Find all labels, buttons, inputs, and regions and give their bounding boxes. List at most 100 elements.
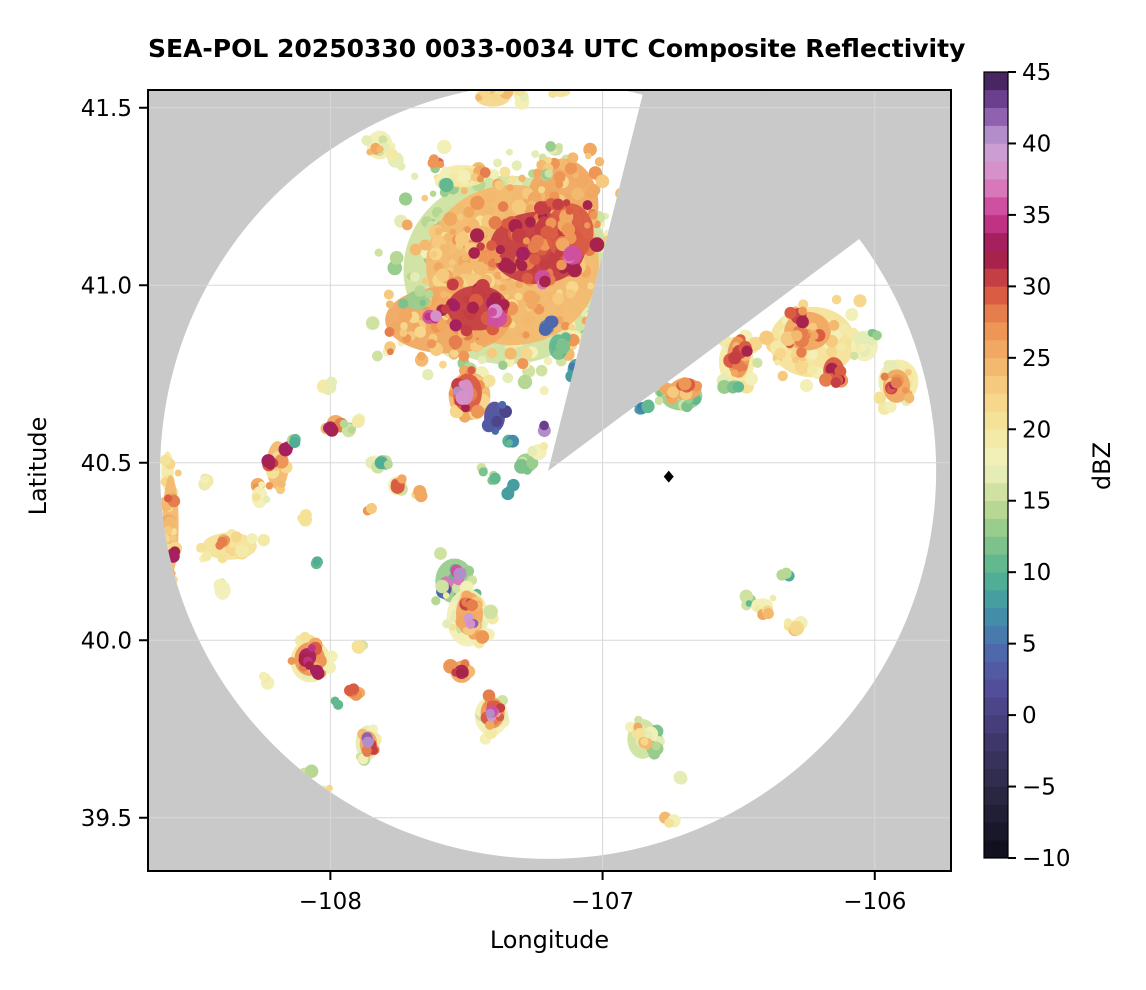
storm-cell [485,705,500,722]
colorbar-tick-label: 35 [1022,203,1051,229]
storm-cell [160,494,181,512]
plot-border [147,89,952,872]
storm-cell [514,453,539,475]
storm-cell [846,327,878,362]
colorbar-tick-label: 15 [1022,489,1051,515]
storm-cell [476,462,488,477]
storm-cell [739,589,757,611]
colorbar-band [984,178,1008,198]
storm-cell [385,148,406,171]
colorbar-band [984,750,1008,769]
colorbar-band [984,89,1008,109]
colorbar-tick-label: 30 [1022,274,1051,300]
x-axis-label: Longitude [489,926,610,954]
storm-cell [298,644,317,667]
missing-sector-wedge [548,90,917,471]
storm-cell [459,597,478,612]
colorbar-band [984,339,1008,359]
colorbar-tick-label: 10 [1022,560,1051,586]
storm-cell [344,683,360,697]
storm-cell [316,376,338,396]
storm-cell [451,664,469,679]
storm-cell [323,421,339,437]
colorbar-band [984,804,1008,823]
colorbar-band [984,143,1008,162]
colorbar-band [984,214,1008,234]
storm-cell [513,90,530,110]
colorbar-band [984,536,1008,555]
storm-cell [538,315,559,336]
colorbar-band [984,786,1008,805]
storm-cell [545,141,563,156]
storm-cell [501,478,520,501]
storm-cell [487,470,501,485]
storm-cell [784,306,809,329]
y-axis-label: Latitude [24,416,52,516]
colorbar-tick-label: −5 [1022,775,1056,801]
storm-cell [676,377,696,393]
storm-cell [540,168,553,181]
storm-cell [390,474,407,494]
x-tick-label: −108 [299,889,362,915]
colorbar-band [984,661,1008,680]
storm-cell [638,736,654,750]
storm-cell [330,696,344,710]
colorbar-label: dBZ [1088,441,1116,491]
colorbar-tick-label: 40 [1022,131,1051,157]
colorbar-band [984,589,1008,609]
storm-cell [486,303,508,328]
colorbar-band [984,393,1008,412]
storm-cell [198,473,214,491]
plot-title: SEA-POL 20250330 0033-0034 UTC Composite… [148,34,966,63]
colorbar-band [984,518,1008,537]
storm-cell [366,142,384,156]
colorbar-band [984,71,1008,91]
colorbar-band [984,268,1008,287]
storm-cell [310,556,323,570]
colorbar-band [984,625,1008,644]
storm-cell [453,567,467,586]
storm-cell [885,376,903,395]
storm-cell [481,400,512,435]
colorbar-band [984,643,1008,662]
y-tick-label: 40.5 [81,451,132,477]
storm-cell [258,671,275,690]
colorbar-tick-label: 45 [1022,60,1051,86]
y-tick-label: 41.0 [81,273,132,299]
colorbar-band [984,696,1008,716]
storm-cell [261,454,279,472]
colorbar-band [984,428,1008,448]
colorbar-band [984,500,1008,519]
storm-cell [641,399,655,414]
colorbar-tick-label: −10 [1022,846,1071,872]
storm-cell [438,177,454,193]
storm-cell [563,245,583,265]
site-marker-diamond [663,470,674,483]
storm-cell [548,90,571,99]
colorbar-band [984,357,1008,376]
storm-cell [215,534,231,550]
colorbar-outline [983,71,1009,859]
storm-cell [287,433,301,449]
colorbar-band [984,196,1008,216]
storm-cell [251,481,271,509]
storm-cell [213,578,231,600]
storm-cell [659,811,681,828]
colorbar-band [984,232,1008,251]
y-tick-label: 40.0 [81,628,132,654]
storm-cell [361,732,375,748]
storm-cell [673,770,688,785]
y-tick-label: 39.5 [81,806,132,832]
axis-ticks [139,106,876,880]
storm-cell [470,165,491,183]
colorbar-band [984,107,1008,126]
storm-cell [362,503,377,516]
colorbar-band [984,375,1008,394]
storm-cell [196,529,270,564]
storm-cell [537,420,551,438]
storm-cell [474,90,514,107]
storm-cell [422,309,442,324]
storm-cell [717,379,745,394]
colorbar-band [984,839,1008,859]
